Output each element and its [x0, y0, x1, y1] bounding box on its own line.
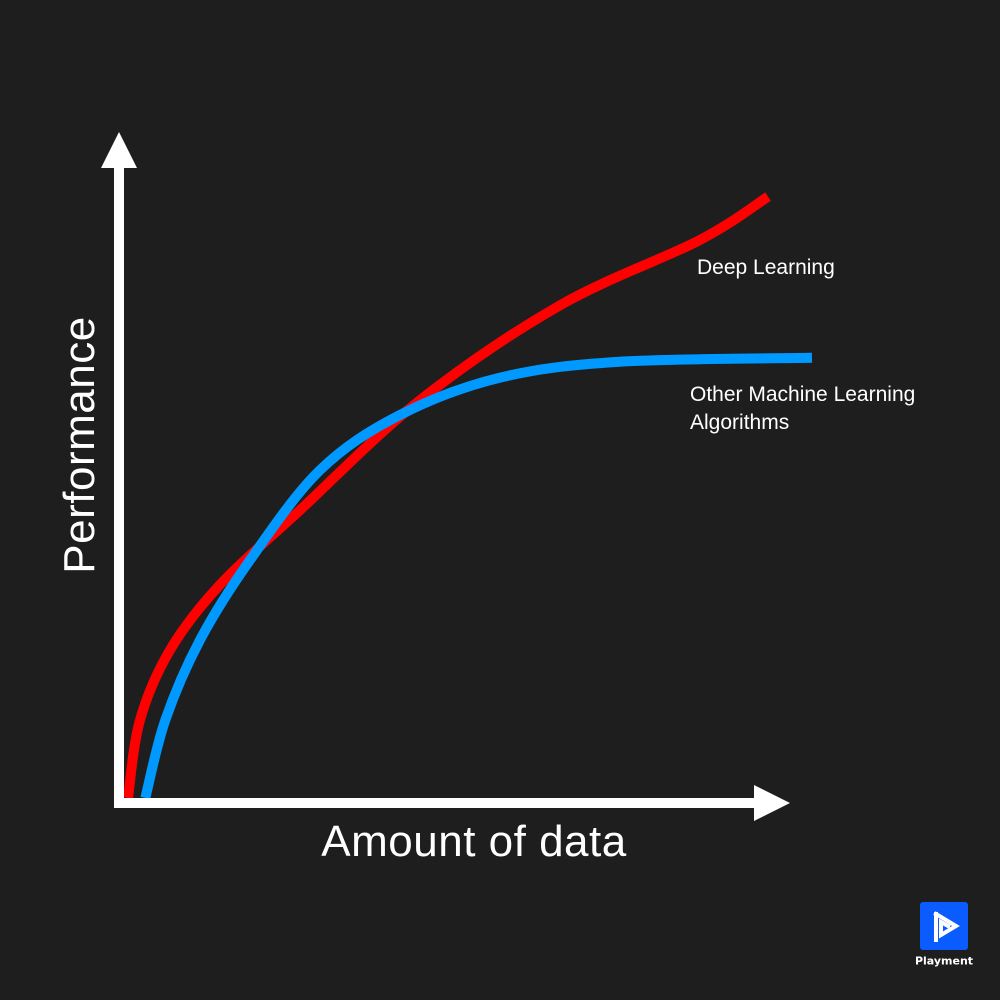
x-axis-label: Amount of data	[321, 817, 627, 866]
x-axis-line	[114, 798, 760, 808]
playment-logo	[920, 902, 968, 950]
legend-label-line: Other Machine Learning	[690, 383, 916, 406]
series-line-deep-learning	[123, 192, 771, 799]
logo-text: Playment	[914, 954, 974, 968]
legend-label-other-ml: Other Machine Learning Algorithms	[690, 381, 915, 437]
y-axis-arrow	[101, 132, 137, 168]
x-axis-arrow	[754, 785, 790, 821]
y-axis-label: Performance	[55, 316, 104, 574]
series-line-other-ml	[140, 352, 813, 800]
legend-label-line: Algorithms	[690, 411, 790, 434]
y-axis-line	[114, 160, 124, 808]
play-icon	[933, 911, 960, 942]
legend-label-deep-learning: Deep Learning	[697, 256, 835, 279]
